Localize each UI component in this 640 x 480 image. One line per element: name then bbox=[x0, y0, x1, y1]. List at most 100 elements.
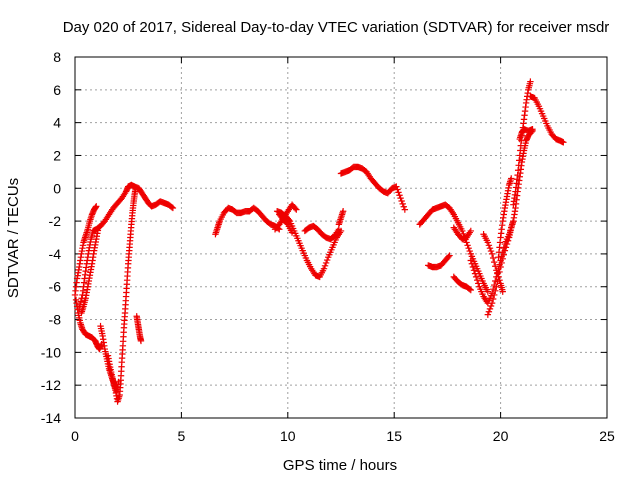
series-arc-15 bbox=[416, 201, 492, 295]
series-arc-13 bbox=[335, 208, 347, 228]
y-tick-label: -12 bbox=[41, 377, 61, 393]
x-axis-title: GPS time / hours bbox=[283, 457, 397, 474]
data-point bbox=[489, 295, 497, 303]
series-arc-17 bbox=[450, 273, 475, 294]
data-point bbox=[475, 280, 482, 287]
data-point bbox=[321, 262, 329, 270]
data-point bbox=[529, 126, 536, 133]
series-arc-7 bbox=[133, 313, 145, 345]
data-points bbox=[71, 78, 567, 405]
data-point bbox=[446, 252, 453, 259]
series-arc-3 bbox=[76, 181, 177, 312]
x-tick-label: 10 bbox=[280, 428, 296, 444]
series-arc-25 bbox=[516, 126, 536, 143]
series-arc-18 bbox=[450, 224, 475, 243]
data-point bbox=[323, 256, 331, 264]
data-point bbox=[467, 257, 475, 264]
data-point bbox=[489, 254, 497, 262]
series-arc-2 bbox=[71, 203, 100, 299]
data-point bbox=[499, 288, 506, 295]
series-arc-1 bbox=[72, 296, 105, 353]
data-point bbox=[399, 200, 406, 208]
y-axis-title: SDTVAR / TECUs bbox=[5, 178, 22, 298]
data-point bbox=[500, 251, 507, 258]
series-arc-23 bbox=[510, 78, 534, 208]
y-tick-label: -2 bbox=[49, 213, 62, 229]
data-point bbox=[496, 268, 503, 276]
data-point bbox=[488, 299, 496, 307]
x-tick-label: 20 bbox=[493, 428, 509, 444]
series-arc-21 bbox=[484, 217, 517, 318]
data-point bbox=[504, 237, 512, 244]
data-point bbox=[293, 206, 300, 213]
series-arc-16 bbox=[425, 252, 453, 271]
data-point bbox=[473, 276, 481, 284]
data-point bbox=[491, 258, 498, 266]
series-arc-24 bbox=[527, 93, 567, 146]
x-tick-label: 25 bbox=[599, 428, 615, 444]
y-tick-label: -14 bbox=[41, 410, 61, 426]
data-point bbox=[502, 244, 510, 251]
data-point bbox=[320, 265, 328, 272]
series-arc-4 bbox=[78, 224, 102, 317]
data-point bbox=[77, 298, 85, 305]
data-point bbox=[498, 259, 505, 267]
data-point bbox=[467, 227, 475, 235]
chart-title: Day 020 of 2017, Sidereal Day-to-day VTE… bbox=[63, 19, 610, 36]
data-point bbox=[95, 224, 102, 231]
data-point bbox=[459, 227, 466, 235]
series-arc-22 bbox=[495, 175, 515, 261]
data-point bbox=[395, 189, 402, 196]
data-point bbox=[488, 250, 496, 258]
data-point bbox=[471, 270, 479, 277]
data-point bbox=[401, 206, 409, 213]
data-point bbox=[470, 267, 478, 274]
x-tick-label: 5 bbox=[178, 428, 186, 444]
data-point bbox=[560, 139, 567, 146]
data-point bbox=[486, 305, 494, 313]
data-point bbox=[492, 287, 499, 295]
data-point bbox=[472, 273, 480, 281]
data-point bbox=[487, 247, 495, 255]
data-point bbox=[396, 192, 403, 199]
plot-frame bbox=[74, 56, 608, 419]
data-point bbox=[394, 186, 401, 193]
data-point bbox=[469, 263, 477, 271]
data-point bbox=[466, 247, 473, 255]
series-arc-11 bbox=[271, 201, 300, 233]
data-point bbox=[468, 260, 476, 267]
data-point bbox=[501, 247, 509, 254]
data-point bbox=[499, 255, 506, 263]
x-tick-label: 15 bbox=[386, 428, 402, 444]
x-tick-label: 0 bbox=[71, 428, 79, 444]
series-arc-19 bbox=[467, 127, 536, 307]
data-point bbox=[292, 205, 299, 212]
series-arc-12 bbox=[301, 222, 343, 243]
data-point bbox=[464, 242, 471, 249]
data-point bbox=[485, 308, 493, 315]
data-point bbox=[137, 337, 145, 345]
data-point bbox=[497, 263, 504, 271]
data-point bbox=[283, 219, 290, 227]
data-point bbox=[484, 239, 492, 246]
data-point bbox=[485, 242, 493, 249]
data-point bbox=[132, 185, 139, 192]
data-point bbox=[93, 203, 100, 210]
data-point bbox=[398, 197, 405, 205]
data-point bbox=[467, 286, 475, 294]
data-point bbox=[510, 217, 517, 225]
y-tick-label: 8 bbox=[53, 49, 61, 65]
y-tick-label: -8 bbox=[49, 312, 62, 328]
data-point bbox=[393, 183, 400, 190]
y-tick-label: 6 bbox=[53, 82, 61, 98]
data-point bbox=[492, 263, 499, 270]
y-tick-label: -10 bbox=[41, 344, 61, 360]
data-point bbox=[169, 204, 177, 212]
data-point bbox=[484, 288, 492, 295]
y-tick-label: 4 bbox=[53, 115, 61, 131]
data-point bbox=[495, 273, 502, 281]
series-arc-20 bbox=[480, 231, 506, 295]
data-point bbox=[493, 283, 500, 290]
axes: 0 5 10 15 20 25 -14 -12 -10 -8 -6 -4 -2 0 2 4 6 8 bbox=[41, 49, 615, 444]
data-point bbox=[288, 229, 296, 236]
